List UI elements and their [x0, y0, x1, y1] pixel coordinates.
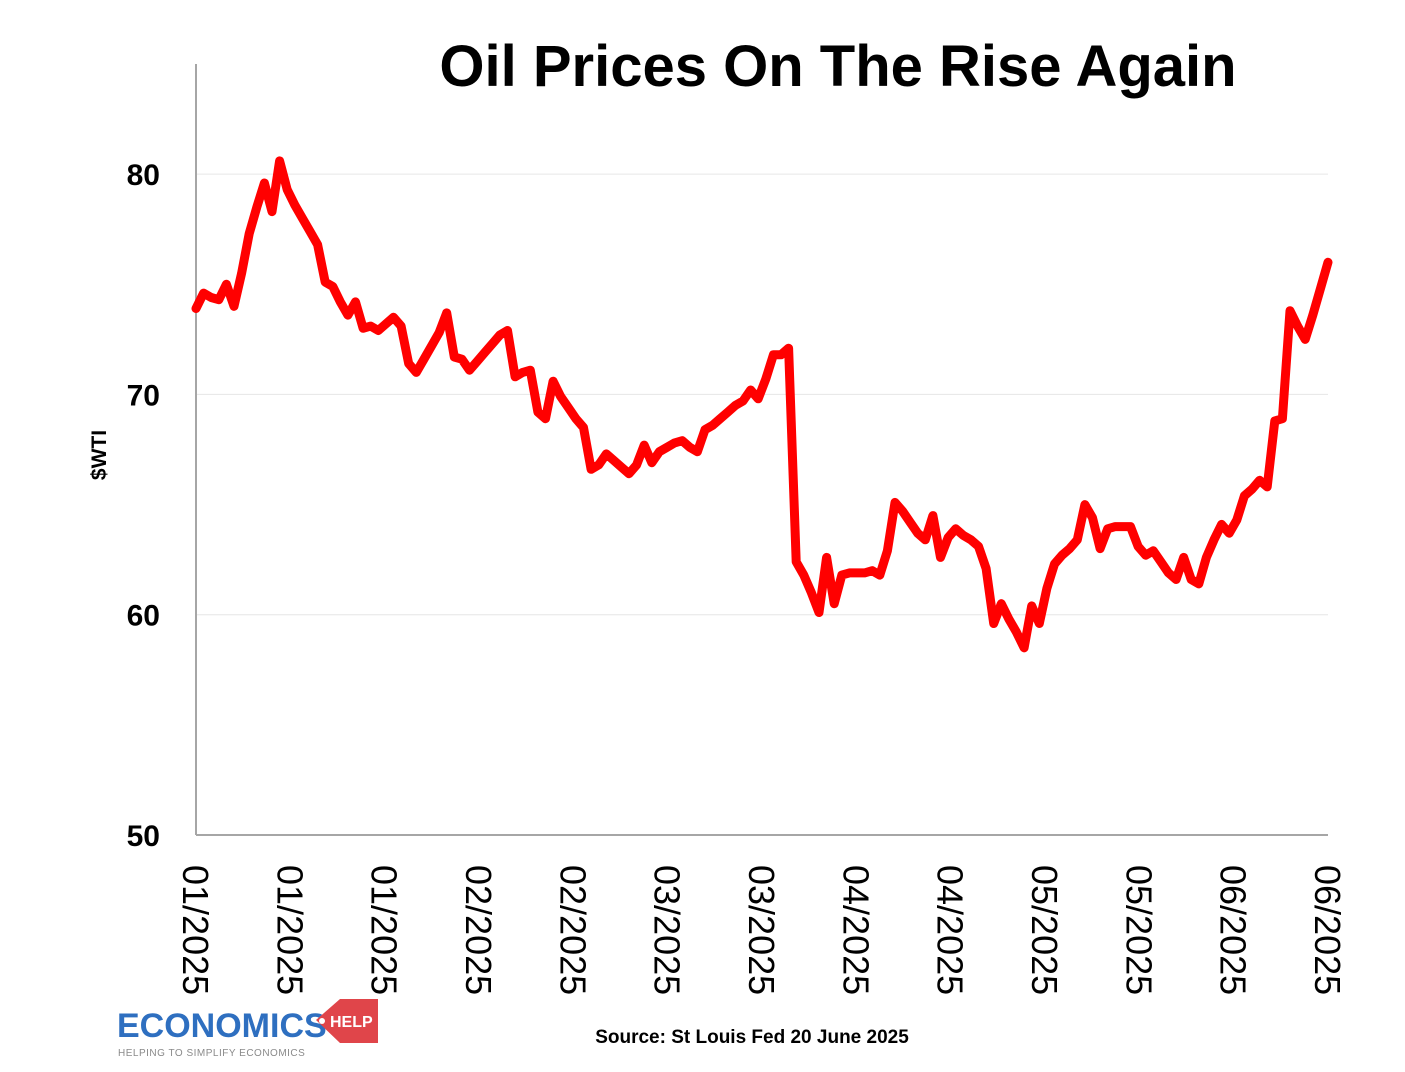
logo-tag-shape [316, 999, 378, 1043]
x-tick-label: 02/2025 [458, 865, 499, 995]
x-tick-label: 01/2025 [269, 865, 310, 995]
series-layer [191, 156, 1333, 653]
x-tick-label: 02/2025 [552, 865, 593, 995]
x-tick-label: 01/2025 [364, 865, 405, 995]
logo-help-text: HELP [330, 1014, 373, 1031]
x-tick-label: 03/2025 [741, 865, 782, 995]
x-tick-label: 03/2025 [647, 865, 688, 995]
y-tick-label: 70 [127, 379, 160, 412]
x-tick-label: 05/2025 [1024, 865, 1065, 995]
logo-tag-hole [319, 1018, 325, 1024]
logo-main-text: ECONOMICS [117, 1007, 327, 1045]
x-tick-label: 04/2025 [930, 865, 971, 995]
logo-tagline: HELPING TO SIMPLIFY ECONOMICS [118, 1048, 305, 1059]
x-tick-label: 06/2025 [1213, 865, 1254, 995]
x-axis: 01/2025 01/2025 01/2025 02/2025 02/2025 03/20… [175, 834, 1348, 995]
x-tick-label: 01/2025 [175, 865, 216, 995]
y-axis: 50 60 70 80 [127, 64, 197, 853]
series-line-0 [191, 156, 1333, 653]
y-tick-label: 80 [127, 159, 160, 192]
economics-help-logo: ECONOMICS HELP HELPING TO SIMPLIFY ECONO… [117, 999, 378, 1059]
x-tick-label: 05/2025 [1118, 865, 1159, 995]
x-tick-label: 04/2025 [835, 865, 876, 995]
y-tick-label: 60 [127, 600, 160, 633]
y-tick-label: 50 [127, 820, 160, 853]
y-axis-label: $WTI [88, 430, 111, 480]
source-note: Source: St Louis Fed 20 June 2025 [595, 1027, 909, 1048]
chart-title: Oil Prices On The Rise Again [439, 34, 1236, 99]
x-tick-label: 06/2025 [1307, 865, 1348, 995]
